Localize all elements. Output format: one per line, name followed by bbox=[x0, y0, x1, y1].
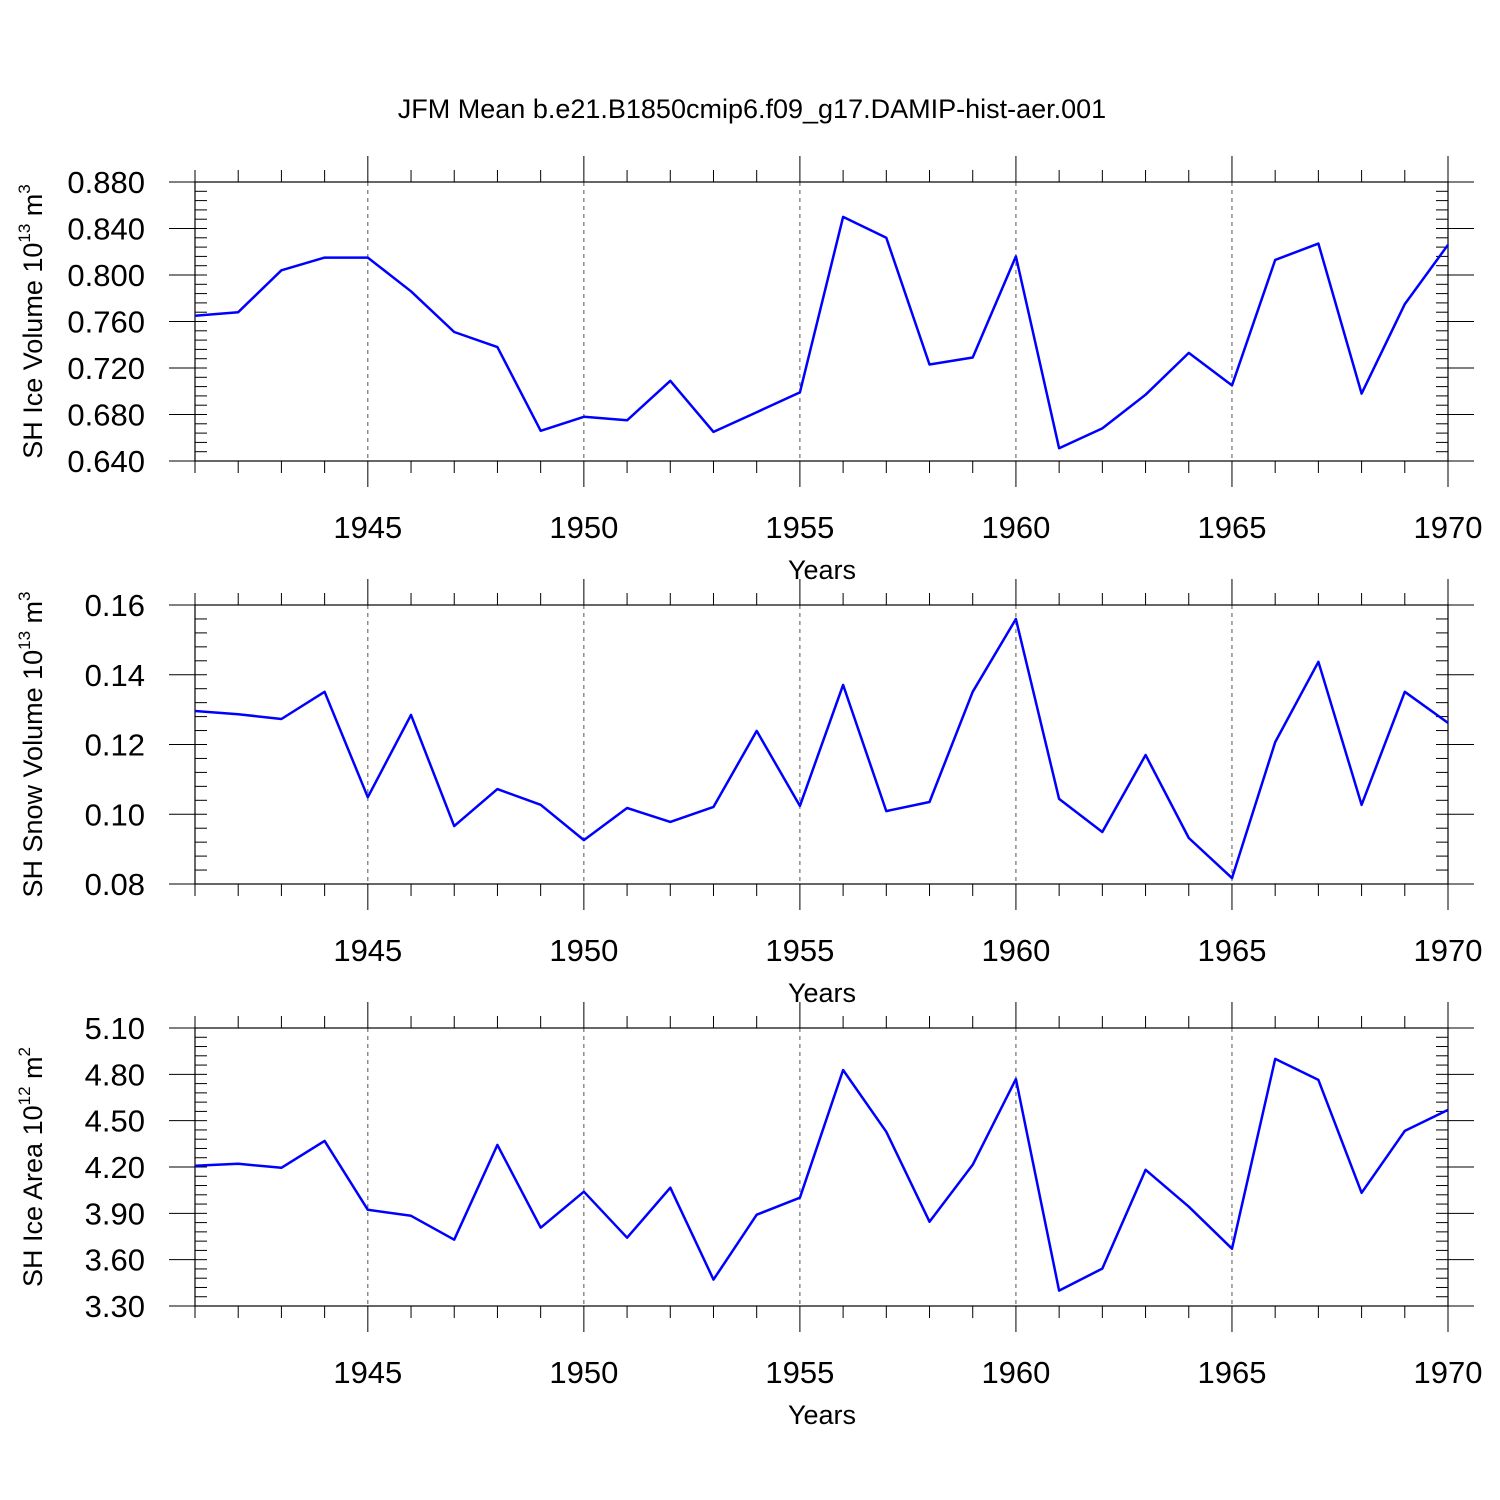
y-axis-label-part: SH Snow Volume 10 bbox=[18, 650, 48, 898]
y-axis-label-exponent: 3 bbox=[15, 184, 34, 193]
y-axis-label-exponent: 13 bbox=[15, 224, 34, 243]
panel-2: 0.08 0.10 0.12 0.14 0.16 1945 1950 1955 1960 1965… bbox=[15, 579, 1482, 1008]
x-tick-label: 1945 bbox=[333, 1355, 402, 1390]
y-tick-label: 0.760 bbox=[67, 305, 145, 340]
x-axis-label: Years bbox=[788, 1400, 856, 1430]
y-axis-label-part: m bbox=[18, 601, 48, 631]
x-axis-label: Years bbox=[788, 555, 856, 585]
y-tick-label: 0.880 bbox=[67, 165, 145, 200]
y-axis-label-exponent: 2 bbox=[15, 1047, 34, 1056]
y-axis-label-exponent: 12 bbox=[15, 1086, 34, 1105]
y-tick-label: 3.90 bbox=[85, 1196, 145, 1231]
x-axis-label: Years bbox=[788, 978, 856, 1008]
y-axis-label-part: m bbox=[18, 194, 48, 224]
y-tick-label: 0.640 bbox=[67, 444, 145, 479]
y-axis-label-exponent: 13 bbox=[15, 631, 34, 650]
y-tick-label: 5.10 bbox=[85, 1011, 145, 1046]
series-line bbox=[194, 1057, 1449, 1292]
plot-frame bbox=[194, 1027, 1449, 1307]
y-axis-label-part: SH Ice Volume 10 bbox=[18, 243, 48, 459]
y-axis-label: SH Ice Volume 1013 m3 bbox=[15, 184, 48, 459]
plot-frame bbox=[194, 181, 1449, 462]
y-tick-label: 0.800 bbox=[67, 258, 145, 293]
x-tick-label: 1960 bbox=[981, 1355, 1050, 1390]
y-tick-label: 0.720 bbox=[67, 351, 145, 386]
x-tick-label: 1945 bbox=[333, 933, 402, 968]
y-axis-label-part: m bbox=[18, 1056, 48, 1086]
y-axis-label-exponent: 3 bbox=[15, 591, 34, 600]
y-tick-label: 3.30 bbox=[85, 1289, 145, 1324]
y-axis-label-part: SH Ice Area 10 bbox=[18, 1105, 48, 1287]
y-tick-label: 4.50 bbox=[85, 1104, 145, 1139]
x-tick-label: 1950 bbox=[549, 1355, 618, 1390]
y-axis-label: SH Snow Volume 1013 m3 bbox=[15, 591, 48, 897]
y-tick-label: 0.680 bbox=[67, 398, 145, 433]
series-line bbox=[194, 617, 1449, 880]
y-tick-label: 0.12 bbox=[85, 728, 145, 763]
x-tick-label: 1950 bbox=[549, 510, 618, 545]
x-tick-label: 1970 bbox=[1414, 1355, 1483, 1390]
x-tick-label: 1970 bbox=[1414, 510, 1483, 545]
x-tick-label: 1960 bbox=[981, 510, 1050, 545]
x-tick-label: 1965 bbox=[1197, 1355, 1266, 1390]
y-axis-label: SH Ice Area 1012 m2 bbox=[15, 1047, 48, 1287]
panel-3: 3.30 3.60 3.90 4.20 4.50 4.80 5.10 1945 1950 1955… bbox=[15, 1002, 1482, 1430]
y-tick-label: 4.80 bbox=[85, 1057, 145, 1092]
x-tick-label: 1960 bbox=[981, 933, 1050, 968]
y-tick-label: 0.08 bbox=[85, 867, 145, 902]
y-tick-label: 0.10 bbox=[85, 797, 145, 832]
x-tick-label: 1955 bbox=[765, 933, 834, 968]
x-tick-label: 1945 bbox=[333, 510, 402, 545]
y-tick-label: 4.20 bbox=[85, 1150, 145, 1185]
y-tick-label: 0.840 bbox=[67, 212, 145, 247]
x-tick-label: 1970 bbox=[1414, 933, 1483, 968]
y-tick-label: 3.60 bbox=[85, 1243, 145, 1278]
x-tick-label: 1965 bbox=[1197, 933, 1266, 968]
x-tick-label: 1955 bbox=[765, 1355, 834, 1390]
x-tick-label: 1965 bbox=[1197, 510, 1266, 545]
chart-title: JFM Mean b.e21.B1850cmip6.f09_g17.DAMIP-… bbox=[398, 94, 1106, 124]
panel-1: 0.640 0.680 0.720 0.760 0.800 0.840 0.880 1945 1… bbox=[15, 156, 1482, 585]
y-tick-label: 0.14 bbox=[85, 658, 145, 693]
series-line bbox=[194, 215, 1450, 450]
x-tick-label: 1955 bbox=[765, 510, 834, 545]
y-tick-label: 0.16 bbox=[85, 588, 145, 623]
x-tick-label: 1950 bbox=[549, 933, 618, 968]
